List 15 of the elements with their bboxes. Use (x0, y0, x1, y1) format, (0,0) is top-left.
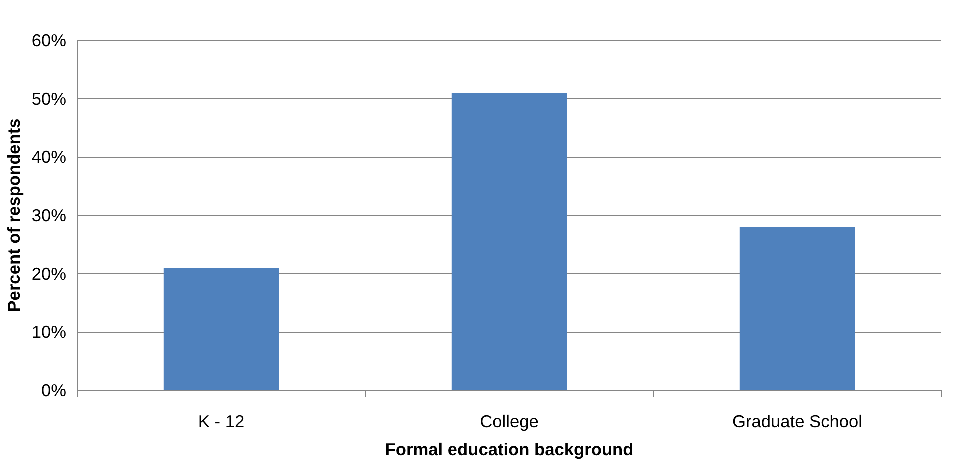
x-tick-label: K - 12 (198, 412, 245, 432)
y-tick-label: 0% (41, 380, 66, 400)
y-tick-label: 10% (32, 322, 67, 342)
y-tick-label: 40% (32, 147, 67, 168)
bar (164, 268, 280, 390)
y-tick-label: 60% (32, 30, 67, 50)
y-tick-label: 30% (32, 206, 67, 226)
x-tick-label: Graduate School (732, 412, 863, 432)
x-axis-title: Formal education background (385, 440, 634, 460)
x-tick-label: College (480, 412, 539, 432)
bar (740, 227, 856, 390)
y-tick-label: 20% (32, 264, 67, 284)
y-tick-label: 50% (32, 88, 67, 109)
bar (452, 93, 568, 390)
y-axis-title: Percent of respondents (4, 118, 24, 312)
